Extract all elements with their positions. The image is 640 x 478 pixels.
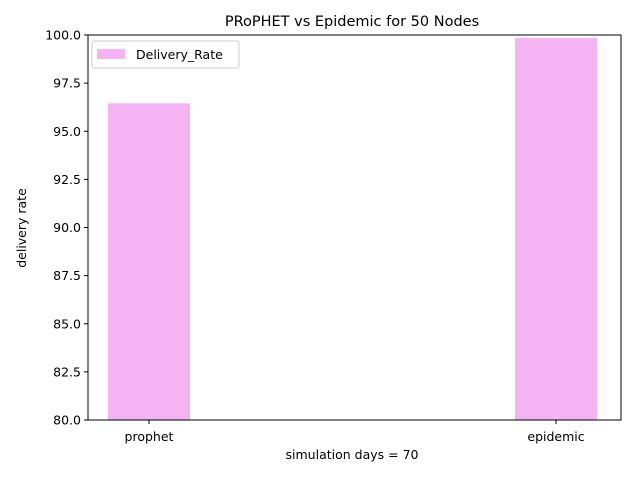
bar-prophet [108, 103, 190, 421]
chart-title: PRoPHET vs Epidemic for 50 Nodes [225, 14, 479, 30]
x-tick-label: prophet [125, 429, 174, 444]
y-tick-label: 90.0 [53, 220, 81, 235]
legend-swatch [97, 49, 125, 59]
legend: Delivery_Rate [91, 40, 240, 69]
x-tick-label: epidemic [527, 429, 584, 444]
y-axis: 80.0 82.5 85.0 87.5 90.0 92.5 95.0 97.5 100.0 [45, 28, 88, 428]
y-tick-label: 85.0 [53, 316, 81, 331]
legend-frame [91, 40, 240, 69]
bar-epidemic [515, 37, 597, 420]
y-tick-label: 92.5 [53, 172, 81, 187]
y-axis-label: delivery rate [14, 188, 29, 268]
y-tick-label: 80.0 [53, 413, 81, 428]
y-tick-label: 87.5 [53, 268, 81, 283]
y-tick-label: 82.5 [53, 364, 81, 379]
y-tick-label: 95.0 [53, 124, 81, 139]
x-axis: prophet epidemic [125, 420, 585, 444]
x-axis-label: simulation days = 70 [286, 447, 419, 462]
bars-group [108, 37, 597, 421]
y-tick-label: 97.5 [53, 76, 81, 91]
y-tick-label: 100.0 [45, 28, 81, 43]
legend-label: Delivery_Rate [136, 47, 223, 62]
